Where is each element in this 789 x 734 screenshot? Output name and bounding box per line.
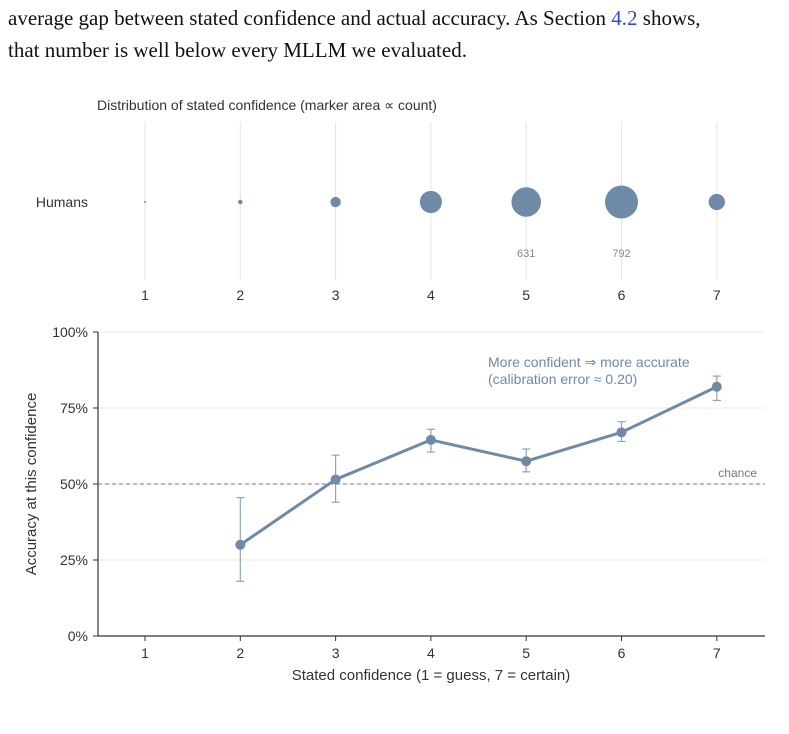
chance-label: chance xyxy=(718,466,757,480)
top-chart-title: Distribution of stated confidence (marke… xyxy=(97,97,437,113)
y-tick-label: 50% xyxy=(60,476,88,492)
body-line-1: average gap between stated confidence an… xyxy=(8,2,789,34)
accuracy-point xyxy=(711,381,722,392)
x-tick-label: 3 xyxy=(332,645,340,661)
confidence-bubbles xyxy=(144,185,725,219)
body-paragraph: average gap between stated confidence an… xyxy=(8,2,789,66)
confidence-bubble xyxy=(605,185,638,219)
x-tick-labels: 1 2 3 4 5 6 7 xyxy=(141,645,721,661)
x-axis-label: Stated confidence (1 = guess, 7 = certai… xyxy=(292,667,571,684)
bubble-value-label: 792 xyxy=(612,248,630,260)
x-tick-label: 6 xyxy=(618,645,626,661)
confidence-bubble xyxy=(144,201,146,203)
top-x-tick-label: 5 xyxy=(522,287,530,303)
bottom-grid xyxy=(93,331,765,641)
confidence-bubble xyxy=(511,187,541,217)
accuracy-line xyxy=(239,385,718,547)
bubble-value-labels: 631 792 xyxy=(517,248,631,260)
y-tick-labels: 0% 25% 50% 75% 100% xyxy=(52,324,88,644)
x-tick-label: 7 xyxy=(713,645,721,661)
top-x-tick-label: 3 xyxy=(332,287,340,303)
confidence-bubble xyxy=(708,193,725,211)
top-x-tick-label: 1 xyxy=(141,287,149,303)
top-x-tick-label: 4 xyxy=(427,287,435,303)
body-line-1-end: shows, xyxy=(637,6,701,30)
annotation-line-1: More confident ⇒ more accurate xyxy=(488,354,690,370)
accuracy-point xyxy=(330,474,341,485)
y-tick-label: 75% xyxy=(60,400,88,416)
section-link[interactable]: 4.2 xyxy=(611,6,638,30)
confidence-bubble xyxy=(238,199,243,205)
top-x-tick-label: 6 xyxy=(618,287,626,303)
annotation-line-2: (calibration error ≈ 0.20) xyxy=(488,371,637,387)
accuracy-point xyxy=(521,456,532,467)
confidence-bubble xyxy=(330,196,341,208)
body-line-1-text: average gap between stated confidence an… xyxy=(8,6,612,30)
top-x-tick-label: 7 xyxy=(713,287,721,303)
y-tick-label: 100% xyxy=(52,324,88,340)
x-tick-label: 2 xyxy=(236,645,244,661)
x-tick-label: 1 xyxy=(141,645,149,661)
error-bars xyxy=(236,375,721,582)
y-tick-label: 25% xyxy=(60,552,88,568)
bubble-value-label: 631 xyxy=(517,248,535,260)
accuracy-points xyxy=(235,381,722,550)
x-tick-label: 5 xyxy=(522,645,530,661)
top-x-tick-labels: 1 2 3 4 5 6 7 xyxy=(141,287,721,303)
y-tick-label: 0% xyxy=(68,628,88,644)
x-tick-label: 4 xyxy=(427,645,435,661)
top-x-tick-label: 2 xyxy=(236,287,244,303)
accuracy-point xyxy=(235,539,246,550)
y-axis-label: Accuracy at this confidence xyxy=(23,393,40,576)
row-label-humans: Humans xyxy=(36,194,88,210)
body-line-2: that number is well below every MLLM we … xyxy=(8,38,467,62)
accuracy-point xyxy=(425,434,436,445)
confidence-bubble xyxy=(419,190,442,214)
accuracy-point xyxy=(616,427,627,438)
